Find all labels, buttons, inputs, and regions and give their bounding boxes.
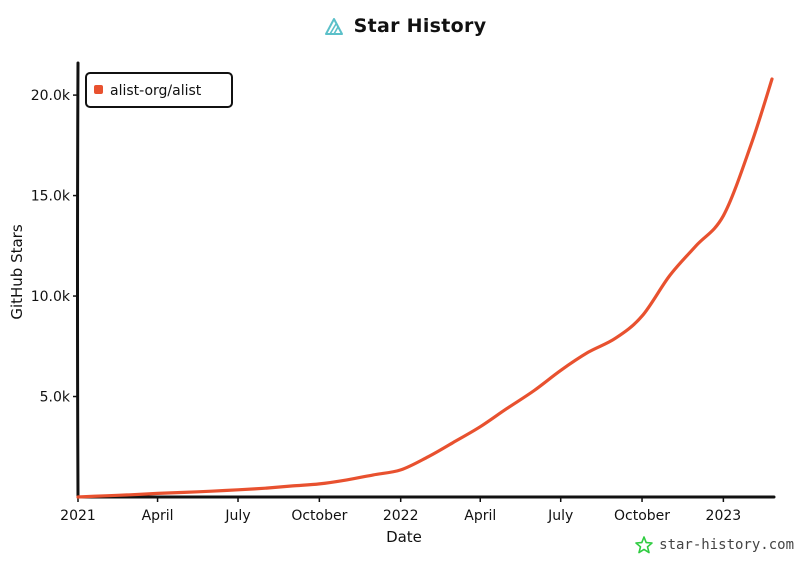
y-tick-label: 20.0k [31,88,71,104]
x-axis-label: Date [386,528,422,546]
legend-entry-label: alist-org/alist [110,83,202,99]
x-tick-label: 2022 [383,508,419,524]
y-axis-line [76,61,80,499]
y-axis-label: GitHub Stars [8,224,26,320]
x-tick-label: October [614,508,670,524]
x-axis-line [76,495,776,499]
star-icon [635,536,653,554]
chart-header: Star History [0,10,810,42]
x-tick-label: July [224,508,250,524]
series-line-alist-org-alist [76,77,774,499]
legend-swatch [94,85,103,94]
legend: alist-org/alist [85,72,233,108]
x-tick-label: April [142,508,174,524]
x-tick-label: July [547,508,573,524]
watermark-text: star-history.com [659,537,794,553]
x-tick-label: October [291,508,347,524]
chart-title: Star History [353,15,487,37]
y-tick-label: 10.0k [31,289,71,305]
tick-labels: 2021 April July October 2022 April July October… [31,88,741,524]
star-history-logo-icon [324,18,343,35]
watermark[interactable]: star-history.com [635,536,794,554]
legend-box [85,72,233,108]
axes [76,61,776,499]
x-tick-label: April [464,508,496,524]
series-lines [76,77,774,499]
x-tick-label: 2021 [60,508,96,524]
x-tick-label: 2023 [706,508,742,524]
y-tick-label: 15.0k [31,189,71,205]
y-tick-label: 5.0k [40,390,71,406]
